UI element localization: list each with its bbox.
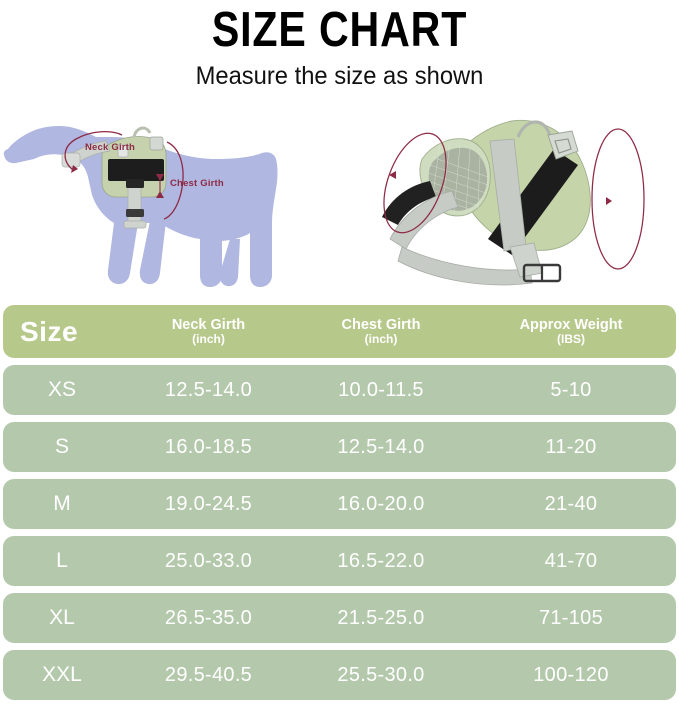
cell-chest-girth: 16.0-20.0 [337, 492, 425, 515]
cell-approx-weight: 21-40 [544, 492, 598, 515]
cell-chest-girth: 21.5-25.0 [337, 606, 425, 629]
page-title: SIZE CHART [211, 3, 468, 57]
cell-approx-weight: 5-10 [550, 378, 592, 401]
harness-illustration: Neck Girth Chest Girth [340, 97, 679, 297]
cell-size: M [53, 492, 71, 515]
cell-chest-girth: 10.0-11.5 [338, 378, 424, 401]
illustration-area: Neck Girth Chest Girth [0, 97, 679, 297]
column-header-approx-weight: Approx Weight (IBS) [466, 317, 676, 347]
column-header-chest-girth: Chest Girth (inch) [296, 317, 466, 347]
column-header-approx-weight-unit: (IBS) [557, 331, 585, 346]
cell-chest-girth: 25.5-30.0 [337, 663, 425, 686]
table-row: S 16.0-18.5 12.5-14.0 11-20 [3, 422, 676, 472]
column-header-size: Size [20, 315, 79, 347]
cell-size: XXL [42, 663, 82, 686]
cell-neck-girth: 12.5-14.0 [164, 378, 253, 401]
table-header-row: Size Neck Girth (inch) Chest Girth (inch… [3, 305, 676, 358]
table-row: XS 12.5-14.0 10.0-11.5 5-10 [3, 365, 676, 415]
page-subtitle: Measure the size as shown [195, 62, 484, 90]
cell-size: XL [49, 606, 75, 629]
column-header-approx-weight-label: Approx Weight [519, 316, 623, 333]
dog-chest-girth-label: Chest Girth [170, 178, 224, 189]
column-header-chest-girth-label: Chest Girth [341, 316, 421, 333]
cell-approx-weight: 100-120 [533, 663, 609, 686]
dog-illustration: Neck Girth Chest Girth [0, 97, 340, 297]
column-header-neck-girth-label: Neck Girth [171, 316, 246, 333]
dog-side-silhouette-icon [3, 125, 278, 288]
cell-size: XS [47, 378, 76, 401]
cell-neck-girth: 26.5-35.0 [164, 606, 253, 629]
cell-neck-girth: 29.5-40.5 [164, 663, 253, 686]
cell-neck-girth: 19.0-24.5 [164, 492, 253, 515]
column-header-neck-girth: Neck Girth (inch) [121, 317, 296, 347]
column-header-neck-girth-unit: (inch) [192, 331, 225, 346]
table-row: L 25.0-33.0 16.5-22.0 41-70 [3, 536, 676, 586]
column-header-chest-girth-unit: (inch) [364, 331, 398, 346]
cell-chest-girth: 12.5-14.0 [337, 435, 425, 458]
table-row: XXL 29.5-40.5 25.5-30.0 100-120 [3, 650, 676, 700]
dog-neck-girth-label: Neck Girth [85, 142, 136, 153]
size-chart-table: Size Neck Girth (inch) Chest Girth (inch… [3, 305, 676, 707]
harness-product-icon [382, 119, 645, 286]
table-row: XL 26.5-35.0 21.5-25.0 71-105 [3, 593, 676, 643]
cell-approx-weight: 71-105 [538, 606, 604, 629]
cell-size: S [54, 435, 69, 458]
cell-neck-girth: 16.0-18.5 [164, 435, 253, 458]
table-row: M 19.0-24.5 16.0-20.0 21-40 [3, 479, 676, 529]
cell-approx-weight: 11-20 [545, 435, 597, 458]
cell-chest-girth: 16.5-22.0 [337, 549, 425, 572]
cell-size: L [56, 549, 68, 572]
cell-approx-weight: 41-70 [544, 549, 598, 572]
title-block: SIZE CHART Measure the size as shown [0, 0, 679, 89]
cell-neck-girth: 25.0-33.0 [164, 549, 253, 572]
